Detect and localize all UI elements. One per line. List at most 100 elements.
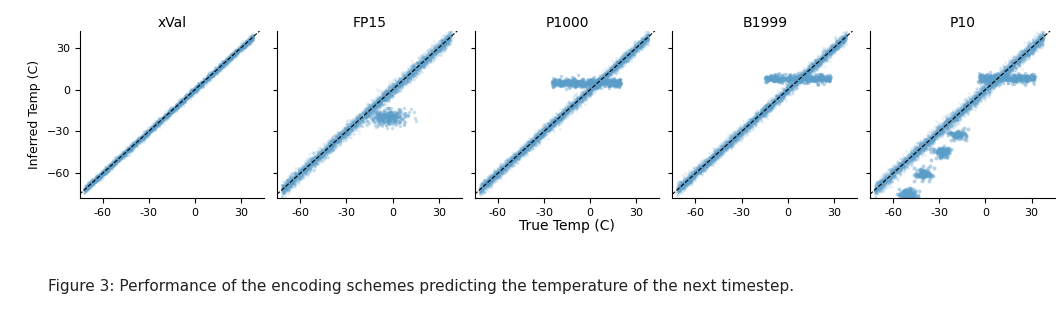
- Point: [956, 108, 973, 113]
- Point: [593, 78, 610, 83]
- Point: [940, 126, 957, 131]
- Point: [153, 117, 170, 122]
- Point: [727, 137, 744, 142]
- Point: [1036, 34, 1053, 39]
- Point: [510, 149, 527, 154]
- Point: [319, 148, 336, 153]
- Point: [201, 74, 218, 79]
- Point: [710, 154, 727, 159]
- Point: [997, 61, 1014, 66]
- Point: [570, 99, 587, 104]
- Point: [701, 159, 718, 164]
- Point: [785, 83, 802, 88]
- Point: [1005, 61, 1022, 66]
- Point: [475, 184, 492, 188]
- Point: [1002, 65, 1019, 70]
- Point: [897, 160, 914, 165]
- Point: [628, 47, 644, 52]
- Point: [621, 46, 638, 51]
- Point: [154, 116, 171, 121]
- Point: [344, 127, 361, 132]
- Point: [517, 144, 534, 148]
- Point: [231, 47, 248, 52]
- Point: [869, 183, 886, 188]
- Point: [434, 41, 450, 46]
- Point: [496, 164, 513, 169]
- Point: [793, 77, 810, 82]
- Point: [738, 128, 755, 133]
- Point: [324, 140, 341, 145]
- Point: [570, 97, 587, 102]
- Point: [95, 168, 112, 173]
- Point: [547, 77, 564, 82]
- Point: [942, 123, 959, 128]
- Point: [693, 161, 710, 166]
- Point: [99, 166, 116, 171]
- Point: [960, 96, 977, 101]
- Point: [355, 115, 372, 120]
- Point: [587, 79, 604, 84]
- Point: [1025, 45, 1042, 50]
- Point: [777, 90, 794, 95]
- Point: [943, 118, 960, 123]
- Point: [172, 101, 189, 106]
- Point: [823, 47, 840, 52]
- Point: [140, 125, 157, 130]
- Point: [876, 176, 893, 181]
- Point: [833, 40, 850, 45]
- Point: [572, 82, 589, 86]
- Point: [135, 135, 152, 140]
- Point: [333, 127, 350, 132]
- Point: [882, 180, 899, 185]
- Point: [484, 176, 501, 181]
- Point: [982, 78, 999, 82]
- Point: [514, 145, 531, 150]
- Point: [1035, 36, 1052, 41]
- Point: [564, 109, 581, 114]
- Point: [90, 173, 107, 178]
- Point: [339, 122, 356, 127]
- Point: [152, 120, 169, 125]
- Point: [548, 117, 565, 122]
- Point: [381, 93, 398, 98]
- Point: [781, 81, 798, 86]
- Point: [939, 154, 956, 159]
- Point: [130, 138, 147, 143]
- Point: [533, 131, 550, 136]
- Point: [428, 47, 445, 52]
- Point: [681, 175, 697, 180]
- Point: [389, 80, 406, 85]
- Point: [696, 164, 713, 169]
- Point: [877, 177, 894, 182]
- Point: [894, 163, 911, 168]
- Point: [626, 40, 643, 45]
- Point: [375, 95, 392, 100]
- Point: [432, 43, 449, 48]
- Point: [713, 140, 730, 144]
- Point: [778, 82, 795, 87]
- Point: [325, 143, 342, 148]
- Point: [685, 171, 702, 176]
- Point: [633, 44, 650, 49]
- Point: [389, 111, 406, 116]
- Point: [928, 135, 944, 140]
- Point: [337, 129, 354, 134]
- Point: [409, 65, 426, 70]
- Point: [883, 178, 900, 183]
- Point: [740, 123, 757, 128]
- Point: [403, 73, 420, 78]
- Point: [730, 128, 747, 133]
- Point: [986, 78, 1003, 83]
- Point: [442, 27, 459, 32]
- Point: [979, 80, 996, 85]
- Point: [436, 49, 453, 54]
- Point: [581, 90, 598, 95]
- Point: [419, 48, 436, 53]
- Point: [748, 112, 765, 117]
- Point: [215, 61, 232, 66]
- Point: [984, 83, 1001, 88]
- Point: [1007, 75, 1024, 80]
- Point: [87, 174, 104, 179]
- Point: [669, 193, 686, 198]
- Point: [139, 130, 156, 135]
